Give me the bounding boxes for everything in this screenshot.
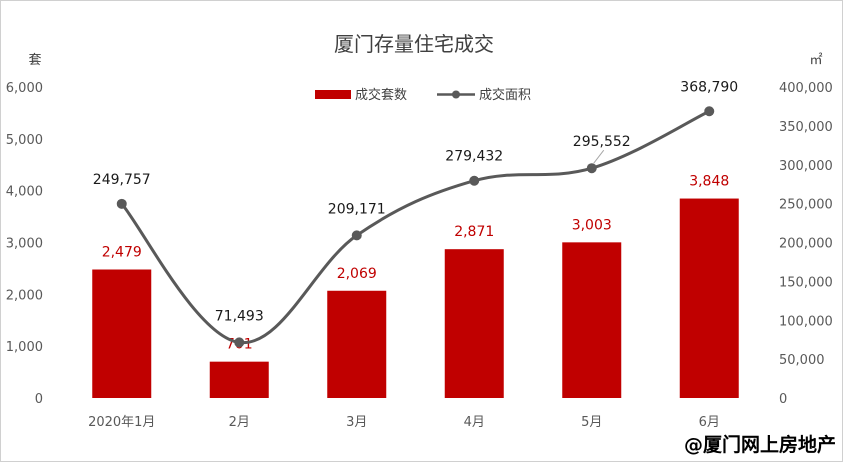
bar-value-label: 2,871 bbox=[454, 224, 494, 240]
line-value-label: 209,171 bbox=[328, 201, 386, 217]
bar bbox=[327, 290, 387, 398]
legend-line-label: 成交面积 bbox=[479, 87, 531, 103]
line-value-label: 279,432 bbox=[445, 149, 503, 165]
bar-value-label: 3,848 bbox=[689, 174, 729, 190]
right-axis-unit: ㎡ bbox=[809, 53, 822, 68]
x-axis-tick: 3月 bbox=[346, 415, 367, 430]
label-leader-line bbox=[593, 149, 605, 164]
bar-series bbox=[92, 198, 739, 398]
line-point bbox=[234, 337, 245, 348]
bar-value-label: 2,479 bbox=[102, 245, 142, 261]
legend-line-marker bbox=[452, 90, 460, 99]
line-value-label: 71,493 bbox=[215, 308, 264, 324]
line-labels: 249,757 71,493 209,171 279,432 295,552 368,79… bbox=[93, 79, 738, 324]
left-axis-tick: 1,000 bbox=[6, 340, 43, 355]
left-axis-tick: 3,000 bbox=[6, 237, 43, 252]
right-axis-tick: 250,000 bbox=[779, 198, 833, 213]
watermark: @厦门网上房地产 bbox=[683, 434, 836, 456]
left-axis-tick: 2,000 bbox=[6, 288, 43, 303]
series-line bbox=[120, 109, 710, 344]
x-axis-tick: 5月 bbox=[581, 415, 602, 430]
bar bbox=[92, 269, 152, 398]
line-point bbox=[351, 230, 362, 241]
bar bbox=[562, 242, 622, 398]
x-axis: 2020年1月 2月 3月 4月 5月 6月 bbox=[88, 415, 720, 430]
bar bbox=[444, 249, 504, 398]
bar-value-label: 3,003 bbox=[572, 217, 612, 233]
bar-value-label: 2,069 bbox=[337, 266, 377, 282]
right-axis-tick: 350,000 bbox=[779, 120, 833, 135]
left-axis-tick: 5,000 bbox=[6, 133, 43, 148]
x-axis-tick: 6月 bbox=[699, 415, 720, 430]
line-value-label: 295,552 bbox=[573, 134, 631, 150]
chart-title: 厦门存量住宅成交 bbox=[334, 32, 494, 56]
x-axis-tick: 4月 bbox=[464, 415, 485, 430]
right-axis-tick: 400,000 bbox=[779, 81, 833, 96]
legend-bar-label: 成交套数 bbox=[355, 87, 407, 103]
left-axis-tick: 0 bbox=[35, 392, 43, 407]
line-point bbox=[469, 175, 480, 186]
bar bbox=[679, 198, 739, 398]
right-axis-tick: 50,000 bbox=[779, 353, 825, 368]
left-axis-tick: 6,000 bbox=[6, 81, 43, 96]
x-axis-tick: 2月 bbox=[229, 415, 250, 430]
right-axis: 0 50,000 100,000 150,000 200,000 250,000 300,0… bbox=[779, 81, 833, 407]
right-axis-tick: 0 bbox=[779, 392, 787, 407]
left-axis-tick: 4,000 bbox=[6, 185, 43, 200]
line-point bbox=[116, 198, 127, 209]
left-axis-unit: 套 bbox=[28, 52, 41, 68]
right-axis-tick: 100,000 bbox=[779, 314, 833, 329]
left-axis: 0 1,000 2,000 3,000 4,000 5,000 6,000 bbox=[6, 81, 43, 407]
right-axis-tick: 300,000 bbox=[779, 159, 833, 174]
right-axis-tick: 200,000 bbox=[779, 237, 833, 252]
x-axis-tick: 2020年1月 bbox=[88, 415, 155, 430]
line-value-label: 368,790 bbox=[680, 79, 738, 95]
line-point bbox=[704, 106, 715, 117]
bar bbox=[209, 361, 269, 398]
legend: 成交套数 成交面积 bbox=[315, 87, 531, 103]
right-axis-tick: 150,000 bbox=[779, 275, 833, 290]
line-point bbox=[586, 163, 597, 174]
line-series bbox=[116, 106, 715, 348]
legend-bar-swatch bbox=[315, 90, 351, 99]
line-value-label: 249,757 bbox=[93, 172, 151, 188]
